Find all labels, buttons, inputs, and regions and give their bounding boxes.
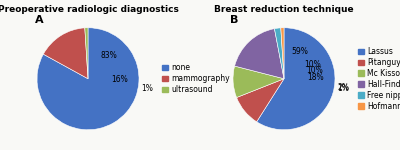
Wedge shape: [236, 79, 284, 122]
Legend: Lassus, Pitanguy, Mc Kissock, Hall-Findlay, Free nipple graft, Hofmann: Lassus, Pitanguy, Mc Kissock, Hall-Findl…: [358, 47, 400, 111]
Text: 1%: 1%: [142, 84, 153, 93]
Wedge shape: [274, 28, 284, 79]
Text: 59%: 59%: [291, 47, 308, 56]
Wedge shape: [235, 29, 284, 79]
Wedge shape: [43, 28, 88, 79]
Wedge shape: [85, 28, 88, 79]
Wedge shape: [281, 28, 284, 79]
Title: Preoperative radiologic diagnostics: Preoperative radiologic diagnostics: [0, 5, 178, 14]
Text: A: A: [34, 15, 43, 25]
Title: Breast reduction technique: Breast reduction technique: [214, 5, 354, 14]
Legend: none, mammography, ultrasound: none, mammography, ultrasound: [162, 63, 230, 94]
Text: 16%: 16%: [111, 75, 128, 84]
Wedge shape: [257, 28, 335, 130]
Text: 18%: 18%: [307, 73, 324, 82]
Wedge shape: [37, 28, 139, 130]
Text: 10%: 10%: [306, 66, 323, 75]
Text: 1%: 1%: [338, 84, 349, 93]
Text: 2%: 2%: [338, 83, 350, 92]
Wedge shape: [233, 66, 284, 98]
Text: 83%: 83%: [100, 51, 117, 60]
Text: 10%: 10%: [304, 60, 321, 69]
Text: B: B: [230, 15, 239, 25]
